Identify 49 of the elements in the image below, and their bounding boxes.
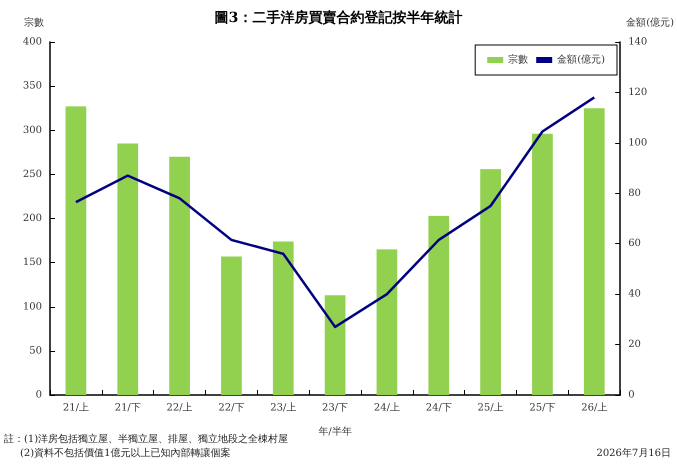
x-tick-label: 21/上	[62, 402, 89, 414]
y2-tick-label: 140	[628, 36, 648, 48]
text: (2)資料不包括價值1億元以上已知內部轉讓個案	[20, 446, 231, 460]
y-tick-label: 0	[36, 390, 42, 400]
x-tick-label: 23/下	[322, 402, 348, 414]
bar	[532, 134, 553, 395]
x-tick-label: 26/上	[581, 402, 608, 414]
x-tick-label: 22/下	[218, 402, 244, 414]
y-tick-label: 350	[22, 80, 42, 92]
bar	[66, 106, 86, 395]
bar	[221, 256, 242, 395]
x-axis-title: 年/半年	[318, 426, 352, 438]
x-tick-label: 25/下	[529, 402, 556, 414]
bar	[584, 108, 605, 395]
y-tick-label: 300	[22, 124, 42, 136]
legend-label: 宗數	[508, 54, 528, 66]
chart-title: 圖3：二手洋房買賣合約登記按半年統計	[214, 9, 462, 26]
y2-tick-label: 20	[628, 339, 641, 350]
bar	[117, 143, 138, 395]
y2-tick-label: 80	[628, 188, 641, 199]
y-tick-label: 50	[29, 345, 42, 356]
x-tick-label: 21/下	[114, 402, 141, 414]
y-axis-title: 宗數	[24, 16, 44, 28]
y2-axis-title: 金額(億元)	[626, 16, 674, 28]
y2-tick-label: 60	[628, 238, 641, 250]
y-tick-label: 100	[22, 301, 42, 312]
x-tick-label: 24/下	[426, 402, 452, 414]
bar	[272, 241, 294, 395]
y-tick-label: 200	[22, 213, 42, 224]
y2-tick-label: 100	[628, 137, 648, 148]
text: 註：(1)洋房包括獨立屋、半獨立屋、排屋、獨立地段之全棟村屋	[4, 432, 288, 446]
bar	[324, 295, 346, 395]
text: 2026年7月16日	[596, 447, 671, 460]
bar	[169, 156, 190, 395]
y-tick-label: 150	[22, 257, 42, 268]
y2-tick-label: 40	[628, 288, 641, 300]
bar	[376, 249, 398, 395]
x-tick-label: 24/上	[374, 402, 400, 414]
y-tick-label: 400	[22, 36, 42, 48]
bar	[428, 216, 450, 395]
x-tick-label: 22/上	[166, 402, 193, 414]
y2-tick-label: 0	[628, 390, 635, 400]
y2-tick-label: 120	[628, 86, 648, 98]
legend-label: 金額(億元)	[557, 54, 606, 66]
y-tick-label: 250	[22, 168, 42, 180]
x-tick-label: 23/上	[270, 402, 296, 414]
bar	[480, 169, 501, 395]
x-tick-label: 25/上	[478, 402, 504, 414]
line-series	[74, 96, 596, 328]
